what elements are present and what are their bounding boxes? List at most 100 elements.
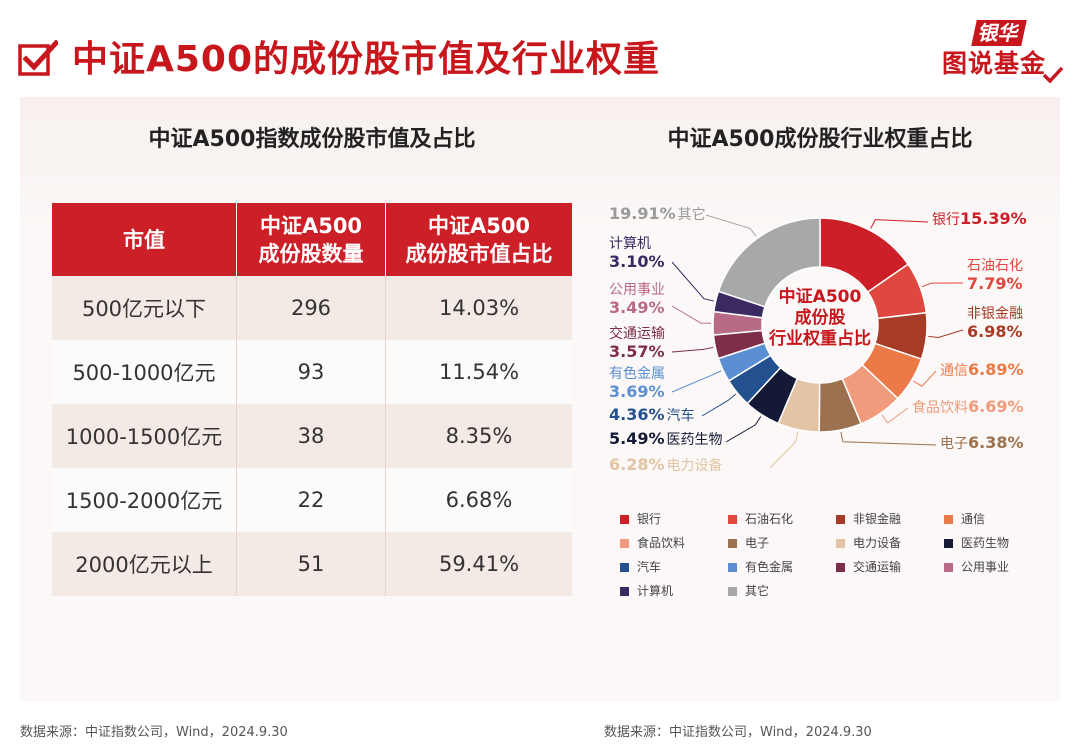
table-row: 2000亿元以上 51 59.41% [52,532,572,596]
slice-label-value: 3.57% [609,342,665,361]
header: 中证A500的成份股市值及行业权重 银华 图说基金 [0,0,1080,95]
legend-label: 电力设备 [853,536,902,550]
table-cell: 8.35% [385,404,572,468]
legend-swatch [728,515,737,524]
checkbox-check-icon [18,40,58,76]
slice-label-name: 有色金属 [609,366,665,382]
brand-logo-bottom: 图说基金 [942,49,1047,78]
table-row: 500亿元以下 296 14.03% [52,276,572,340]
table-cell: 2000亿元以上 [52,532,237,596]
table-cell: 500-1000亿元 [52,340,237,404]
left-source-note: 数据来源：中证指数公司，Wind，2024.9.30 [20,725,288,740]
slice-label-value: 4.36% [609,405,665,424]
slice-label-value: 3.10% [609,252,665,271]
table-cell: 38 [236,404,386,468]
leader-line [870,219,929,229]
legend-swatch [620,587,629,596]
legend-label: 有色金属 [745,560,794,574]
legend-item: 公用事业 [944,560,1009,574]
table-cell: 500亿元以下 [52,276,237,340]
brand-logo: 银华 图说基金 [934,20,1064,84]
slice-label-name: 非银金融 [967,306,1023,322]
slice-label-value: 5.49% [609,429,665,448]
legend-swatch [944,515,953,524]
legend-label: 其它 [745,584,770,598]
leader-line [701,393,737,417]
slice-label-name: 通信 [940,363,968,379]
table-title: 中证A500指数成份股市值及占比 [148,127,476,152]
leader-line [671,305,712,324]
table-cell: 1000-1500亿元 [52,404,237,468]
slice-label-value: 6.98% [967,322,1023,341]
legend-label: 食品饮料 [637,536,686,550]
table-cell: 59.41% [385,532,572,596]
table-row: 1500-2000亿元 22 6.68% [52,468,572,532]
table-row: 1000-1500亿元 38 8.35% [52,404,572,468]
column-header: 中证A500 成份股市值占比 [385,203,572,276]
slice-label-name: 银行 [932,212,960,228]
leader-line [671,346,714,353]
legend-item: 交通运输 [836,560,901,574]
table-cell: 6.68% [385,468,572,532]
legend-item: 银行 [620,512,661,526]
slice-label: 通信6.89% [940,361,1024,380]
brand-check-icon [1042,66,1064,84]
donut-center-label: 中证A500 成份股 行业权重占比 [750,287,890,350]
table-cell: 11.54% [385,340,572,404]
legend-item: 汽车 [620,560,661,574]
slice-label-value: 6.38% [968,433,1024,452]
legend-item: 电子 [728,536,769,550]
slice-label-value: 7.79% [967,274,1023,293]
slice-label: 计算机 3.10% [609,236,665,272]
slice-label: 非银金融 6.98% [967,306,1023,342]
leader-line [671,370,722,393]
slice-label-name: 医药生物 [666,432,723,448]
slice-label: 电子6.38% [940,434,1024,453]
legend-label: 银行 [637,512,662,526]
table-cell: 51 [236,532,386,596]
legend-swatch [836,515,845,524]
legend-swatch [728,587,737,596]
slice-label-name: 食品饮料 [912,400,968,416]
table-row: 500-1000亿元 93 11.54% [52,340,572,404]
leader-line [769,431,799,469]
legend-label: 公用事业 [961,560,1010,574]
leader-line [881,407,909,424]
leader-line [840,431,937,446]
legend-label: 交通运输 [853,560,902,574]
legend-item: 非银金融 [836,512,901,526]
slice-label: 公用事业 3.49% [609,282,665,318]
table-cell: 296 [236,276,386,340]
legend-label: 非银金融 [853,512,902,526]
page-title: 中证A500的成份股市值及行业权重 [72,39,661,80]
legend-swatch [836,539,845,548]
slice-label: 银行15.39% [932,210,1027,229]
slice-label-name: 电子 [940,436,968,452]
slice-label-name: 公用事业 [609,282,665,298]
legend-item: 其它 [728,584,769,598]
column-header: 市值 [52,203,237,276]
slice-label: 食品饮料6.69% [912,398,1024,417]
donut-slice [717,217,821,308]
legend-label: 石油石化 [745,512,794,526]
legend-item: 有色金属 [728,560,793,574]
table-cell: 22 [236,468,386,532]
slice-label: 石油石化 7.79% [967,258,1023,294]
leader-line [928,329,964,338]
legend-swatch [620,515,629,524]
table-cell: 93 [236,340,386,404]
legend-swatch [944,539,953,548]
legend-label: 计算机 [637,584,674,598]
slice-label-value: 6.89% [968,360,1024,379]
slice-label: 有色金属 3.69% [609,366,665,402]
slice-label-value: 6.69% [968,397,1024,416]
legend-swatch [944,563,953,572]
legend-item: 食品饮料 [620,536,685,550]
slice-label-name: 交通运输 [609,326,665,342]
slice-label-name: 石油石化 [967,258,1023,274]
legend-item: 石油石化 [728,512,793,526]
slice-label-value: 15.39% [960,209,1027,228]
table-cell: 14.03% [385,276,572,340]
donut-center-label-line: 成份股 [794,308,846,328]
